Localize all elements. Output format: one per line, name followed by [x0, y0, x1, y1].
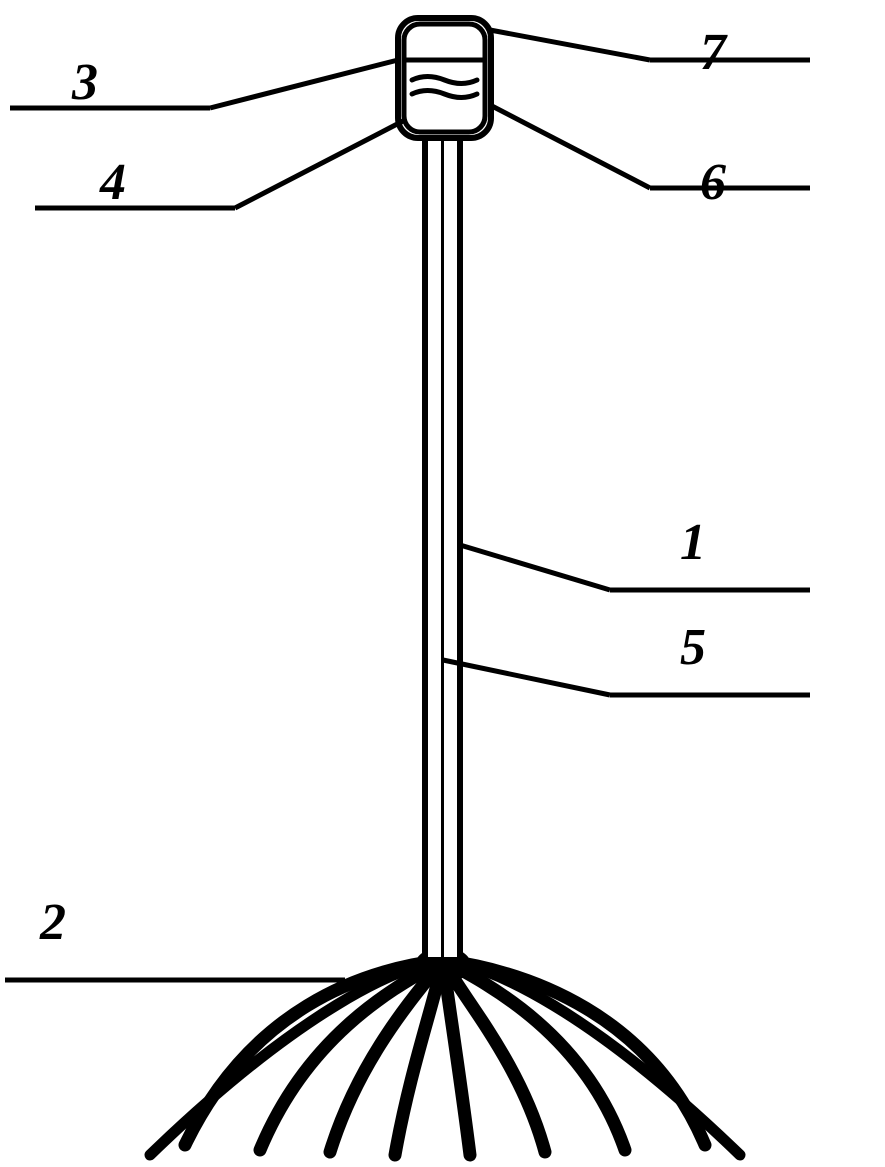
diagram-svg [0, 0, 885, 1167]
leader-line-7 [490, 30, 650, 60]
leader-line-4 [235, 120, 405, 208]
label-7: 7 [700, 23, 726, 82]
label-6: 6 [700, 153, 726, 212]
label-3: 3 [72, 53, 98, 112]
label-1: 1 [680, 513, 706, 572]
label-2: 2 [40, 893, 66, 952]
label-5: 5 [680, 618, 706, 677]
leader-line-1 [460, 545, 610, 590]
leader-line-3 [210, 60, 398, 108]
leader-line-6 [490, 105, 650, 188]
label-4: 4 [100, 153, 126, 212]
leader-line-5 [443, 660, 610, 695]
